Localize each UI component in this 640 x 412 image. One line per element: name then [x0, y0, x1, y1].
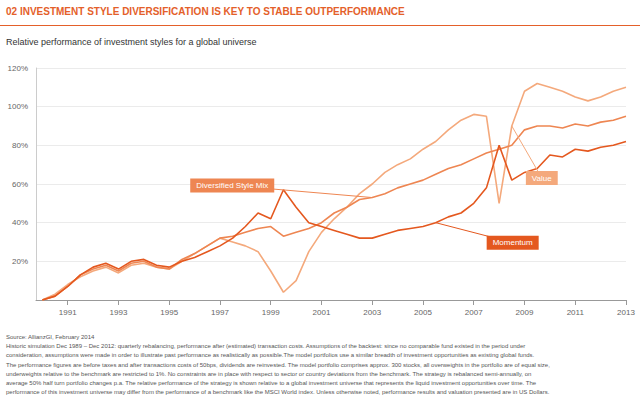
svg-text:1995: 1995	[160, 308, 178, 317]
svg-text:1997: 1997	[211, 308, 229, 317]
html-text:Source: AllianzGI, February 20: Source: AllianzGI, February 2014	[6, 334, 95, 340]
html-text:average 50% half turn portfoli: average 50% half turn portfolio changes …	[6, 380, 537, 386]
svg-text:1991: 1991	[59, 308, 77, 317]
svg-text:Value: Value	[532, 174, 552, 183]
svg-text:Momentum: Momentum	[493, 238, 533, 247]
html-text:Historic simulation Dec 1989 –: Historic simulation Dec 1989 – Dec 2012:…	[6, 343, 526, 350]
svg-text:40%: 40%	[12, 218, 28, 227]
html-text:underweights relative to the b: underweights relative to the benchmark a…	[6, 370, 532, 377]
html-text:02 INVESTMENT STYLE DIVERSIFIC: 02 INVESTMENT STYLE DIVERSIFICATION IS K…	[6, 6, 405, 17]
svg-text:2007: 2007	[465, 308, 483, 317]
svg-text:2013: 2013	[617, 308, 635, 317]
svg-text:120%: 120%	[8, 64, 28, 73]
html-text:consideration, assumptions wer: consideration, assumptions were made in …	[6, 352, 535, 359]
svg-text:60%: 60%	[12, 180, 28, 189]
svg-text:20%: 20%	[12, 257, 28, 266]
svg-text:1999: 1999	[262, 308, 280, 317]
svg-text:2001: 2001	[313, 308, 331, 317]
svg-text:100%: 100%	[8, 102, 28, 111]
svg-text:1993: 1993	[110, 308, 128, 317]
html-text:The performance figures are be: The performance figures are before taxes…	[6, 361, 550, 368]
html-text:performance of this investment: performance of this investment universe …	[6, 389, 550, 396]
html-text:Relative performance of invest: Relative performance of investment style…	[6, 37, 257, 47]
svg-text:80%: 80%	[12, 141, 28, 150]
svg-text:2011: 2011	[567, 308, 585, 317]
svg-text:2009: 2009	[516, 308, 534, 317]
svg-text:2005: 2005	[414, 308, 432, 317]
svg-text:2003: 2003	[363, 308, 381, 317]
svg-text:Diversified Style Mix: Diversified Style Mix	[196, 181, 268, 190]
